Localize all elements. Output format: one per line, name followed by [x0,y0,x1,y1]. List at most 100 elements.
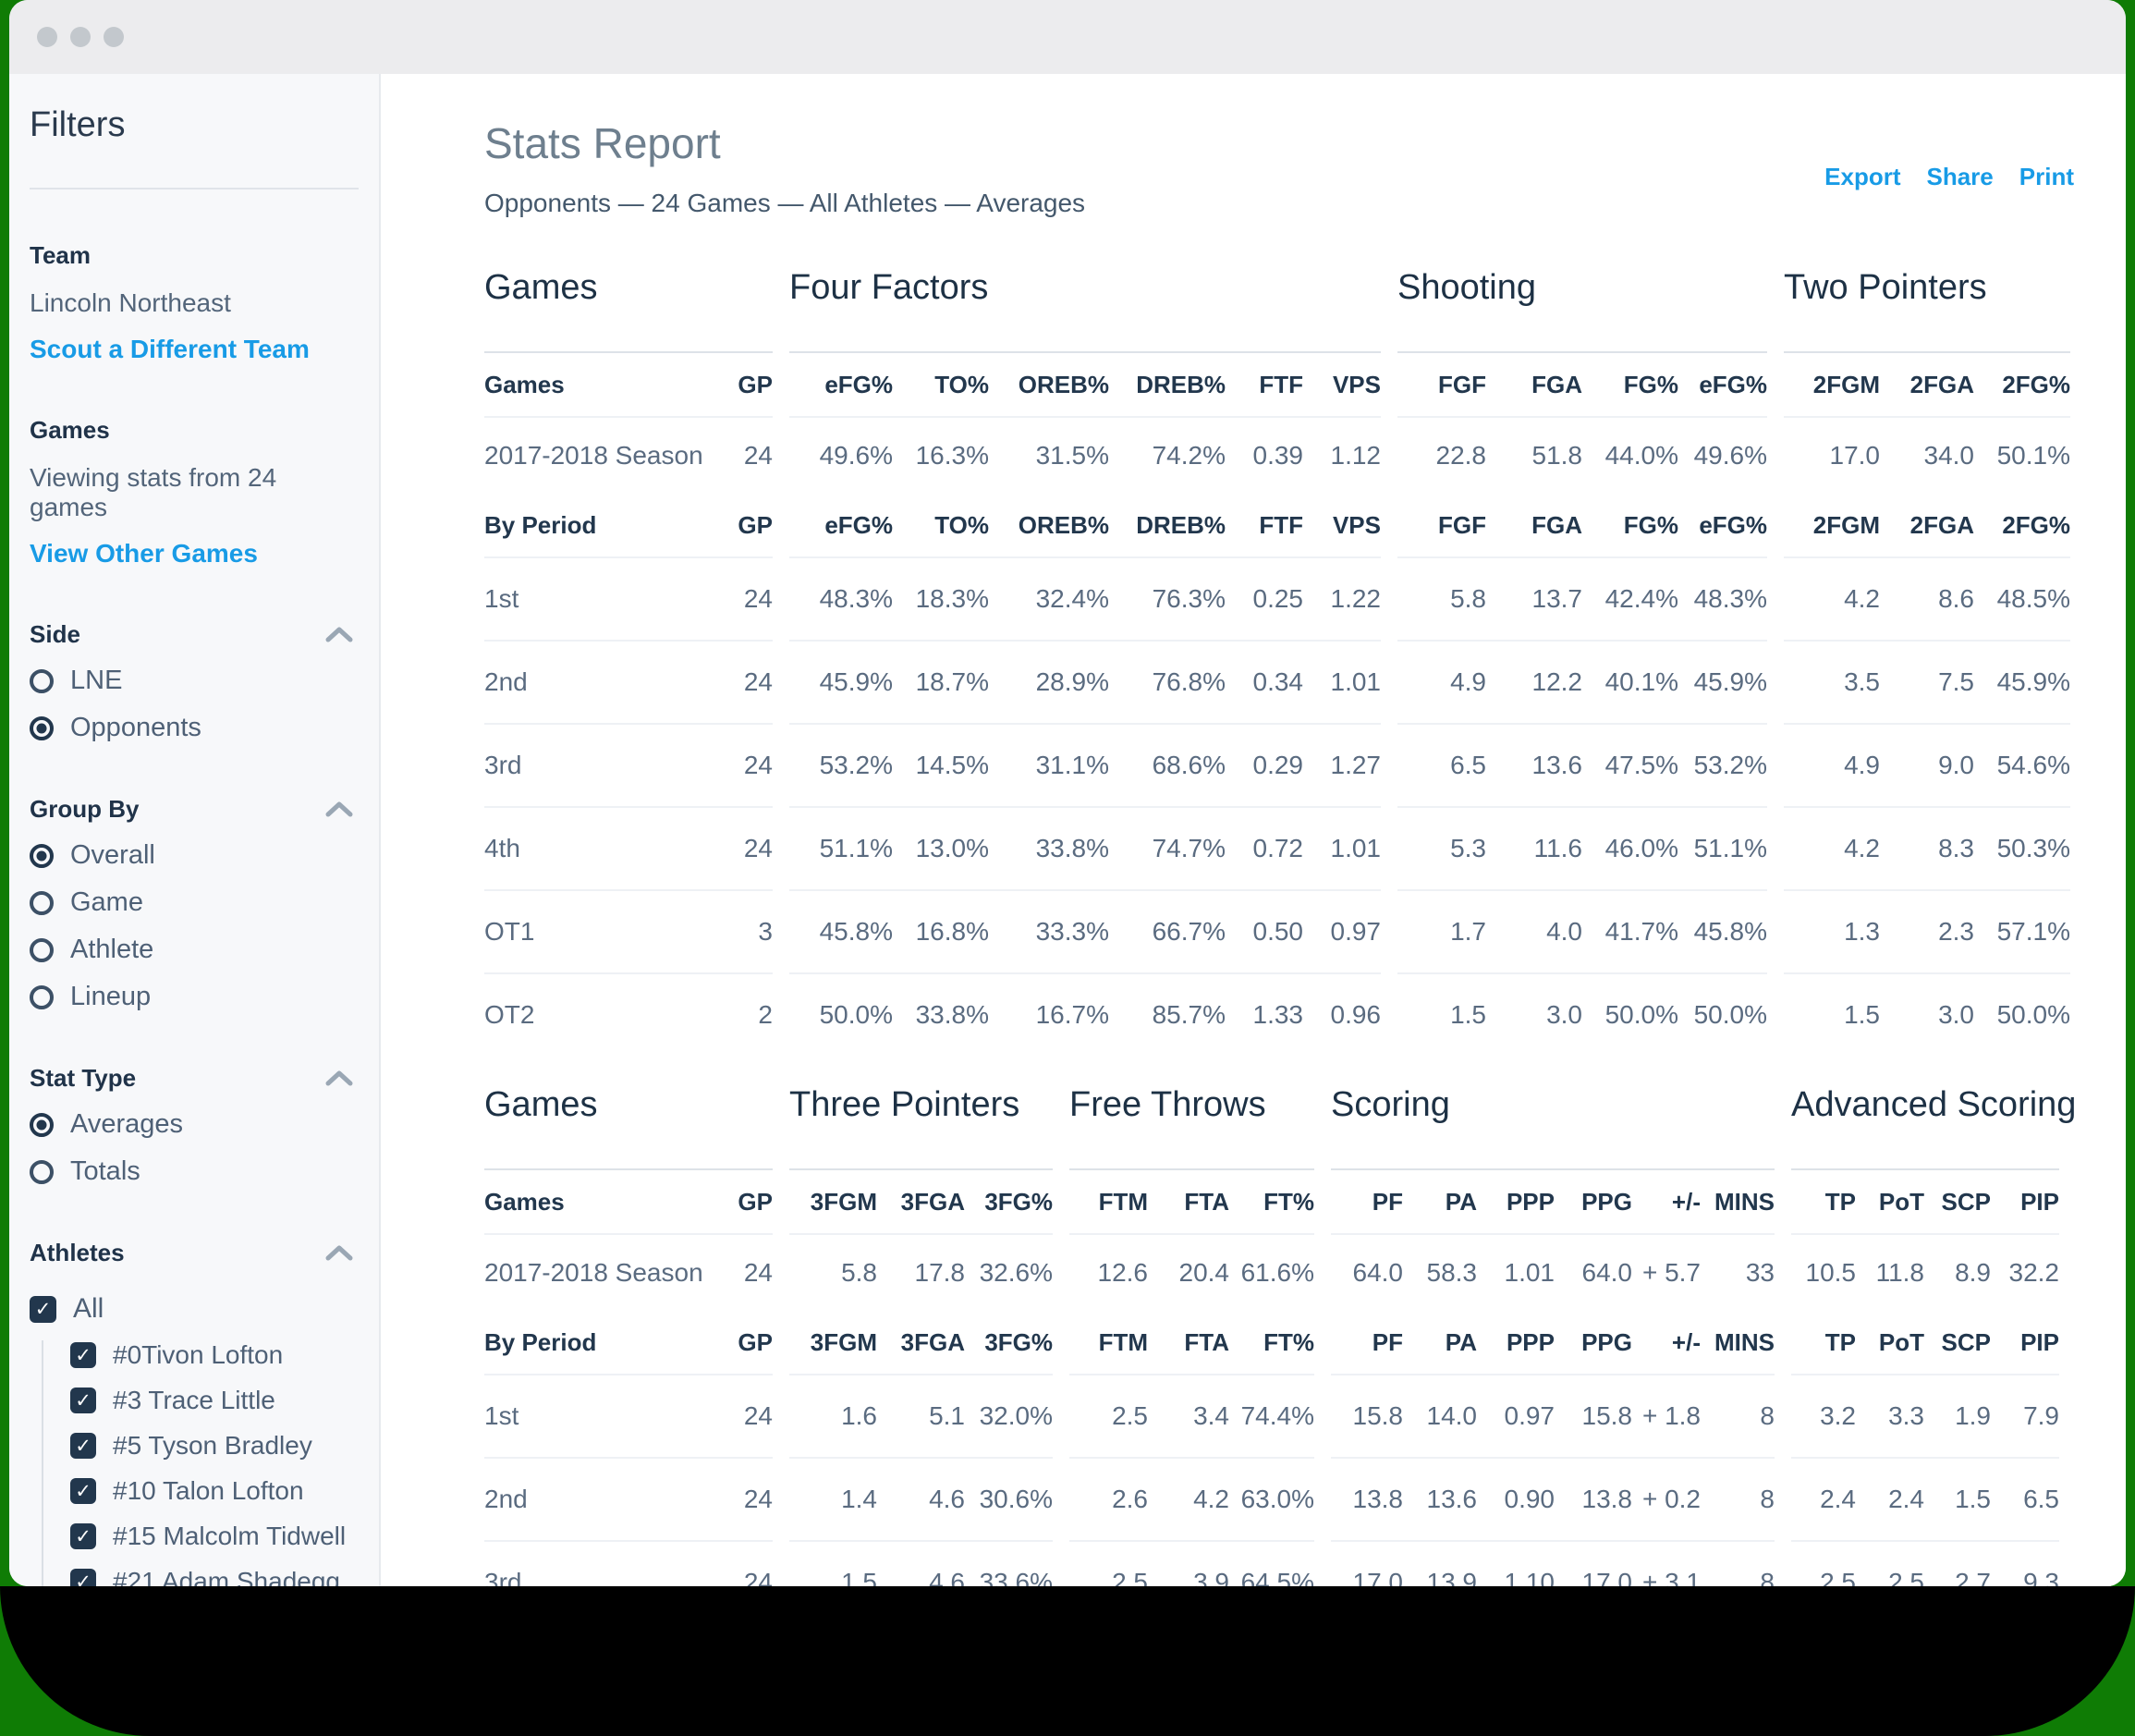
table-cell: 2.4 [1791,1457,1856,1541]
app-window: Filters Team Lincoln Northeast Scout a D… [9,0,2126,1586]
radio-label: Overall [70,840,155,870]
radio-option-lineup[interactable]: Lineup [30,982,359,1012]
table-cell: VPS [1332,370,1381,398]
table-cell: 48.3% [789,556,893,641]
athlete-checkbox-row[interactable]: ✓ #10 Talon Lofton [70,1476,359,1506]
column-header-row: TP PoT SCP PIP [1791,1169,2059,1234]
chevron-up-icon[interactable] [325,1245,353,1261]
group-by-radio-group: Overall Game Athlete Lineup [30,840,359,1012]
side-section: Side LNE Opponents [30,620,359,743]
table-cell: 18.7% [893,640,989,724]
scout-different-team-link[interactable]: Scout a Different Team [30,335,310,363]
table-cell: 33.8% [989,806,1109,890]
export-button[interactable]: Export [1824,163,1901,190]
radio-option-athlete[interactable]: Athlete [30,935,359,965]
athletes-all-checkbox-row[interactable]: ✓ All [30,1293,359,1325]
athlete-checkbox-row[interactable]: ✓ #21 Adam Shadegg [70,1567,359,1586]
radio-label: Game [70,887,143,917]
table-cell: PPP [1506,1327,1555,1356]
table-group-title: Two Pointers [1784,268,1987,307]
table-cell: 5.8 [1397,556,1486,641]
view-other-games-link[interactable]: View Other Games [30,539,258,568]
table-cell: 3FGA [900,1187,965,1216]
table-cell: 4.6 [877,1540,965,1586]
period-row: 1st 24 [484,1374,773,1458]
stats-group-table: 2FGM 2FGA 2FG% 17.0 34.0 50.1% 2FGM 2FGA 2FG% 4.2… [1784,351,2070,1056]
table-cell: 12.2 [1486,640,1582,724]
table-cell: 64.0 [1331,1233,1403,1311]
period-row: 1.3 2.3 57.1% [1784,889,2070,973]
radio-option-lne[interactable]: LNE [30,666,359,696]
table-cell: 64.5% [1229,1540,1314,1586]
chevron-up-icon[interactable] [325,627,353,642]
table-cell: eFG% [824,370,893,398]
free-throws-group: Free Throws FTM FTA FT% 12.6 20.4 61.6% FTM FTA F… [1069,1087,1314,1586]
table-cell: PoT [1878,1327,1924,1356]
radio-option-overall[interactable]: Overall [30,840,359,871]
window-control-icon[interactable] [70,27,91,47]
table-cell: PA [1445,1327,1477,1356]
table-cell: 12.6 [1069,1233,1148,1311]
period-row: 2.4 2.4 1.5 6.5 [1791,1457,2059,1541]
athlete-checkbox-row[interactable]: ✓ #15 Malcolm Tidwell [70,1522,359,1551]
table-cell: 1.33 [1226,972,1303,1056]
table-cell: 11.6 [1486,806,1582,890]
chevron-up-icon[interactable] [325,801,353,817]
table-cell: 8 [1701,1457,1775,1541]
report-subtitle: Opponents — 24 Games — All Athletes — Av… [484,189,1086,217]
radio-unselected-icon [30,937,54,962]
table-cell: By Period [484,1327,597,1356]
table-cell: 2.4 [1856,1457,1924,1541]
by-period-header-row: FTM FTA FT% [1069,1311,1314,1375]
table-cell: 48.5% [1974,556,2070,641]
table-cell: + 3.1 [1632,1540,1701,1586]
period-row: 53.2% 14.5% 31.1% 68.6% 0.29 1.27 [789,723,1381,807]
table-cell: + 1.8 [1632,1374,1701,1458]
table-cell: 50.3% [1974,806,2070,890]
period-row: 50.0% 33.8% 16.7% 85.7% 1.33 0.96 [789,972,1381,1056]
table-cell: 17.0 [1555,1540,1632,1586]
athlete-checkbox-row[interactable]: ✓ #5 Tyson Bradley [70,1431,359,1461]
chevron-up-icon[interactable] [325,1070,353,1086]
period-row: 2.5 2.5 2.7 9.3 [1791,1540,2059,1586]
radio-option-opponents[interactable]: Opponents [30,713,359,743]
table-cell: OT1 [484,889,689,973]
table-cell: eFG% [1699,510,1767,539]
window-control-icon[interactable] [37,27,57,47]
table-cell: 1.9 [1924,1374,1991,1458]
period-row: 2nd 24 [484,1457,773,1541]
season-row: 10.5 11.8 8.9 32.2 [1791,1233,2059,1311]
table-cell: PF [1372,1327,1403,1356]
season-row: 64.0 58.3 1.01 64.0 + 5.7 33 [1331,1233,1775,1311]
radio-option-totals[interactable]: Totals [30,1156,359,1187]
share-button[interactable]: Share [1926,163,1994,190]
table-cell: 0.39 [1226,416,1303,494]
table-cell: 1.5 [1784,972,1880,1056]
table-cell: 4.6 [877,1457,965,1541]
radio-option-game[interactable]: Game [30,887,359,918]
table-cell: 24 [689,556,773,641]
radio-option-averages[interactable]: Averages [30,1109,359,1140]
table-cell: FGA [1531,370,1582,398]
athlete-checkbox-row[interactable]: ✓ #3 Trace Little [70,1386,359,1415]
table-cell: 3FGA [900,1327,965,1356]
checkbox-label: #0Tivon Lofton [113,1340,284,1369]
checkbox-label: #21 Adam Shadegg [113,1567,340,1586]
table-cell: 2 [689,972,773,1056]
table-cell: 7.5 [1880,640,1974,724]
period-row: OT1 3 [484,889,773,973]
window-control-icon[interactable] [104,27,124,47]
table-cell: 49.6% [1678,416,1767,494]
table-cell: 13.0% [893,806,989,890]
table-cell: SCP [1941,1187,1991,1216]
checkbox-checked-icon: ✓ [30,1295,56,1323]
table-cell: 2.5 [1856,1540,1924,1586]
column-header-row: 2FGM 2FGA 2FG% [1784,352,2070,417]
athlete-checkbox-row[interactable]: ✓ #0Tivon Lofton [70,1340,359,1370]
table-cell: 3rd [484,1540,689,1586]
period-row: 3.5 7.5 45.9% [1784,640,2070,724]
print-button[interactable]: Print [2019,163,2074,190]
table-cell: +/- [1671,1187,1701,1216]
table-cell: 2FG% [2002,370,2070,398]
sidebar-title: Filters [30,105,126,144]
